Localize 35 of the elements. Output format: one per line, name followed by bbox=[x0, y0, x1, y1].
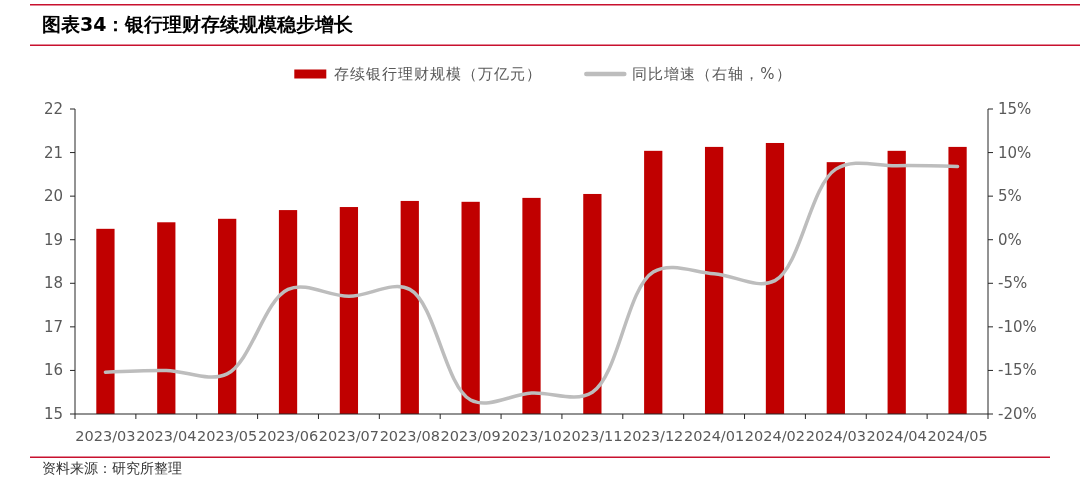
y-tick-label: 22 bbox=[43, 100, 63, 118]
y2-tick-label: -10% bbox=[998, 317, 1037, 336]
y2-tick-label: 15% bbox=[998, 100, 1032, 118]
y-tick-label: 17 bbox=[43, 317, 63, 336]
legend-label: 同比增速（右轴，%） bbox=[632, 65, 792, 83]
x-tick-label: 2023/11 bbox=[562, 428, 623, 444]
y2-tick-label: 10% bbox=[998, 143, 1032, 162]
y2-tick-label: -20% bbox=[998, 405, 1037, 423]
y2-tick-label: 0% bbox=[998, 230, 1022, 249]
y-tick-label: 19 bbox=[43, 230, 63, 249]
x-tick-label: 2024/01 bbox=[683, 428, 745, 444]
x-tick-label: 2023/12 bbox=[623, 428, 684, 444]
x-tick-label: 2024/05 bbox=[927, 428, 988, 444]
y2-tick-label: -5% bbox=[998, 274, 1028, 293]
y2-tick-label: 5% bbox=[998, 187, 1022, 206]
x-tick-label: 2024/04 bbox=[866, 428, 927, 444]
y-tick-label: 15 bbox=[43, 405, 63, 423]
x-tick-label: 2023/07 bbox=[318, 428, 380, 444]
y-tick-label: 18 bbox=[43, 274, 63, 293]
x-tick-label: 2023/09 bbox=[440, 428, 501, 444]
x-tick-label: 2023/10 bbox=[501, 428, 562, 444]
y-tick-label: 16 bbox=[43, 361, 63, 380]
x-tick-label: 2023/04 bbox=[136, 428, 197, 444]
y-tick-label: 21 bbox=[43, 143, 63, 162]
x-tick-label: 2024/02 bbox=[744, 428, 806, 444]
legend-label: 存续银行理财规模（万亿元） bbox=[334, 65, 543, 83]
y2-tick-label: -15% bbox=[998, 361, 1037, 380]
x-tick-label: 2023/08 bbox=[379, 428, 440, 444]
text: 资料来源：研究所整理 bbox=[42, 460, 182, 476]
x-tick-label: 2023/06 bbox=[257, 428, 319, 444]
x-tick-label: 2023/05 bbox=[197, 428, 258, 444]
y-tick-label: 20 bbox=[43, 187, 63, 206]
x-tick-label: 2023/03 bbox=[75, 428, 136, 444]
chart-title: 图表34：银行理财存续规模稳步增长 bbox=[42, 13, 355, 35]
x-tick-label: 2024/03 bbox=[805, 428, 866, 444]
